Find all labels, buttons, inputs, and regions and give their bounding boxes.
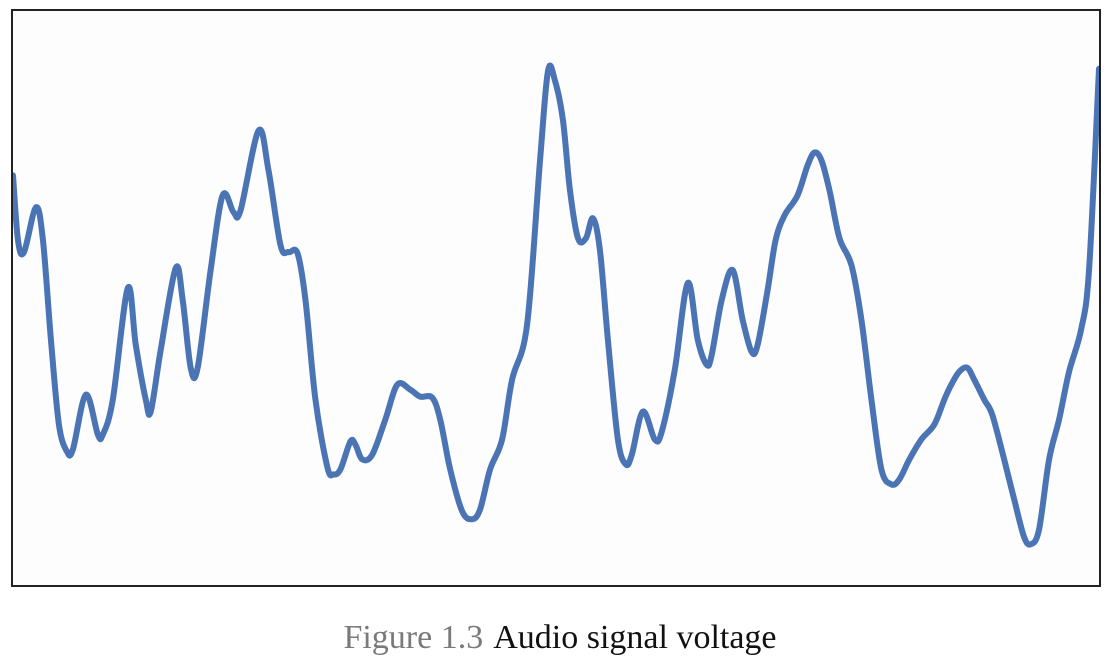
figure-label: Figure 1.3 (343, 619, 483, 656)
figure-title: Audio signal voltage (493, 619, 776, 656)
plot-frame (11, 9, 1101, 587)
figure-caption: Figure 1.3 Audio signal voltage (343, 619, 776, 656)
signal-line (13, 62, 1099, 548)
